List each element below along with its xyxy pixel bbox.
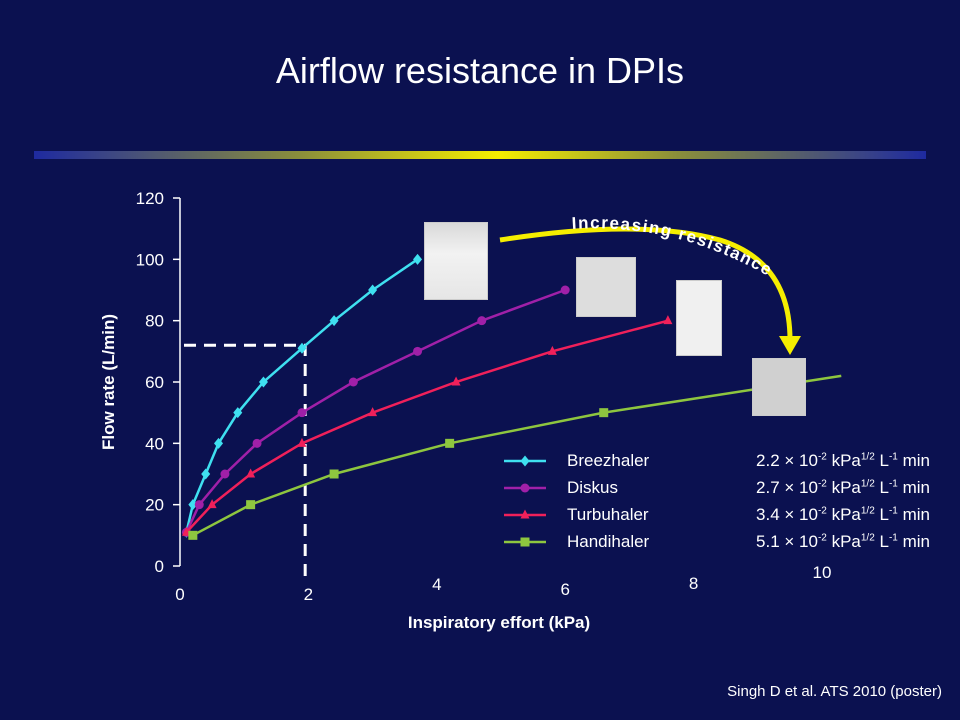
series-line <box>185 319 669 534</box>
x-tick-label: 0 <box>175 585 184 604</box>
data-point <box>329 469 339 479</box>
legend-series-name: Turbuhaler <box>567 505 649 524</box>
data-point <box>188 499 198 511</box>
data-point <box>413 253 423 265</box>
data-point <box>599 408 609 418</box>
series-line <box>192 374 842 537</box>
diskus-device-image <box>576 257 636 317</box>
data-point <box>348 377 358 387</box>
x-axis-label: Inspiratory effort (kPa) <box>408 613 590 632</box>
legend-series-name: Diskus <box>567 478 619 497</box>
y-axis-label: Flow rate (L/min) <box>99 314 118 450</box>
data-point <box>547 345 557 355</box>
y-tick-label: 40 <box>145 434 164 453</box>
legend-resistance: 3.4 × 10-2 kPa1/2 L-1 min <box>756 505 930 524</box>
title-divider-bar <box>34 151 926 159</box>
slide-title: Airflow resistance in DPIs <box>275 50 685 91</box>
x-tick-label: 4 <box>432 575 441 594</box>
y-tick-label: 0 <box>155 557 164 576</box>
legend-entry: Handihaler 5.1 × 10-2 kPa1/2 L-1 min <box>500 532 940 554</box>
data-point <box>451 376 461 386</box>
data-point <box>233 407 243 419</box>
y-tick-label: 80 <box>145 312 164 331</box>
legend-entry: Diskus 2.7 × 10-2 kPa1/2 L-1 min <box>500 478 940 500</box>
data-point <box>413 346 423 356</box>
reference-dashed-line <box>184 343 307 578</box>
data-point <box>220 469 230 479</box>
data-point <box>246 500 256 510</box>
data-point <box>201 468 211 480</box>
legend-marker <box>520 483 530 493</box>
data-point <box>297 342 307 354</box>
data-point <box>188 530 198 540</box>
data-point <box>207 499 217 509</box>
data-point <box>246 468 256 478</box>
legend-entry: Breezhaler 2.2 × 10-2 kPa1/2 L-1 min <box>500 451 940 473</box>
resistance-arrowhead <box>779 336 801 355</box>
handihaler-device-image <box>752 358 806 416</box>
legend-marker <box>520 509 530 519</box>
x-tick-label: 10 <box>813 563 832 582</box>
breezhaler-device-image <box>424 222 488 300</box>
legend-entry: Turbuhaler 3.4 × 10-2 kPa1/2 L-1 min <box>500 505 940 527</box>
legend-resistance: 2.7 × 10-2 kPa1/2 L-1 min <box>756 478 930 497</box>
y-tick-label: 20 <box>145 496 164 515</box>
data-point <box>194 500 204 510</box>
citation: Singh D et al. ATS 2010 (poster) <box>727 683 942 700</box>
x-tick-label: 8 <box>689 574 698 593</box>
y-tick-label: 120 <box>136 189 164 208</box>
legend-resistance: 5.1 × 10-2 kPa1/2 L-1 min <box>756 532 930 551</box>
data-point <box>368 407 378 417</box>
data-point <box>297 437 307 447</box>
resistance-arrow <box>499 226 793 341</box>
legend-marker <box>520 537 530 547</box>
data-point <box>258 376 268 388</box>
x-tick-label: 6 <box>560 580 569 599</box>
data-point <box>477 316 487 326</box>
series-line <box>185 258 419 533</box>
y-tick-label: 60 <box>145 373 164 392</box>
data-point <box>560 285 570 295</box>
legend-series-name: Breezhaler <box>567 451 650 470</box>
data-point <box>445 438 455 448</box>
legend-resistance: 2.2 × 10-2 kPa1/2 L-1 min <box>756 451 930 470</box>
data-point <box>214 437 224 449</box>
legend-series-name: Handihaler <box>567 532 650 551</box>
x-tick-label: 2 <box>304 585 313 604</box>
data-point <box>252 438 262 448</box>
data-point <box>297 408 307 418</box>
data-point <box>663 315 673 325</box>
y-tick-label: 100 <box>136 250 164 269</box>
data-point <box>368 284 378 296</box>
legend-marker <box>520 455 530 467</box>
turbuhaler-device-image <box>676 280 722 356</box>
data-point <box>329 315 339 327</box>
